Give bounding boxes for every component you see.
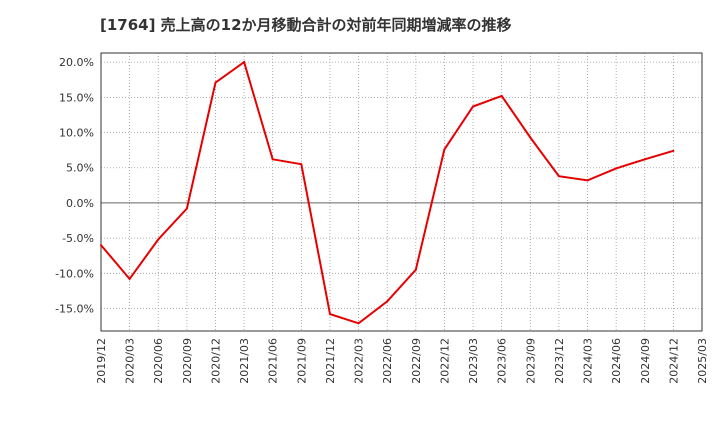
series-layer [100,60,675,325]
data-point [529,136,532,139]
x-tick-label: 2020/06 [152,338,165,384]
x-tick-label: 2023/12 [553,338,566,384]
data-point [386,300,389,303]
data-point [214,81,217,84]
x-tick-label: 2020/03 [124,338,137,384]
data-point [128,277,131,280]
data-point [443,148,446,151]
data-point [271,158,274,161]
x-tick-label: 2024/03 [582,338,595,384]
y-tick-label: -15.0% [55,302,94,315]
data-point [328,313,331,316]
data-point [615,167,618,170]
x-tick-label: 2021/12 [324,338,337,384]
y-tick-label: 20.0% [59,56,94,69]
data-point [472,105,475,108]
data-point [243,61,246,64]
x-tick-label: 2024/12 [667,338,680,384]
y-tick-label: 5.0% [66,162,94,175]
data-point [100,244,102,247]
y-tick-label: 10.0% [59,127,94,140]
label-layer: 20.0% 15.0% 10.0% 5.0% 0.0% -5.0% -10.0% -15.0%… [55,56,709,384]
x-tick-label: 2022/06 [381,338,394,384]
data-point [157,238,160,241]
data-point [185,207,188,210]
data-point [414,268,417,271]
data-point [672,149,675,152]
x-tick-label: 2023/09 [524,338,537,384]
data-point [300,163,303,166]
x-tick-label: 2023/06 [496,338,509,384]
x-tick-label: 2024/09 [639,338,652,384]
x-tick-label: 2022/03 [353,338,366,384]
y-tick-label: -10.0% [55,267,94,280]
x-tick-label: 2023/03 [467,338,480,384]
x-tick-label: 2020/12 [209,338,222,384]
grid-layer [101,53,702,331]
data-point [557,175,560,178]
plot-frame [100,52,703,332]
data-point [586,179,589,182]
x-tick-label: 2020/09 [181,338,194,384]
chart-title: [1764] 売上高の12か月移動合計の対前年同期増減率の推移 [100,16,512,34]
y-tick-label: 0.0% [66,197,94,210]
y-tick-label: 15.0% [59,91,94,104]
x-tick-label: 2022/12 [438,338,451,384]
x-tick-label: 2022/09 [410,338,423,384]
x-tick-label: 2025/03 [696,338,709,384]
y-tick-label: -5.0% [62,232,94,245]
data-point [500,94,503,97]
x-tick-label: 2024/06 [610,338,623,384]
axis-layer [100,52,703,332]
x-tick-label: 2021/03 [238,338,251,384]
x-tick-label: 2021/06 [267,338,280,384]
x-tick-label: 2021/09 [295,338,308,384]
data-point [357,322,360,325]
x-tick-label: 2019/12 [95,338,108,384]
data-point [643,158,646,161]
